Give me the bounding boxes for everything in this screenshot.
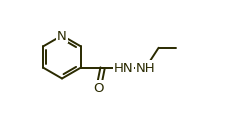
- Text: NH: NH: [136, 62, 155, 75]
- Text: N: N: [57, 30, 67, 43]
- Text: HN: HN: [114, 62, 133, 75]
- Text: O: O: [93, 82, 104, 94]
